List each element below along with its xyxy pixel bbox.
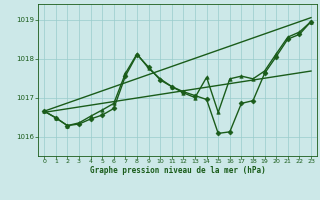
X-axis label: Graphe pression niveau de la mer (hPa): Graphe pression niveau de la mer (hPa) xyxy=(90,166,266,175)
